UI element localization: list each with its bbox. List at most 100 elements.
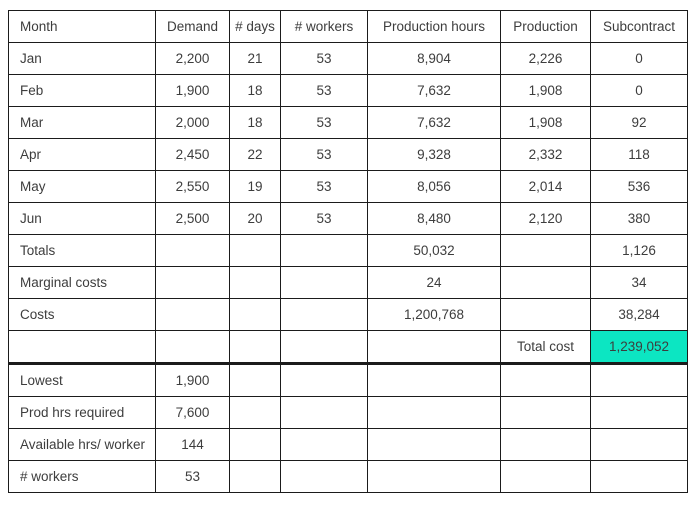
data-cell: 7,600 — [155, 396, 230, 429]
table-row-totals: Totals 50,032 1,126 — [8, 234, 688, 267]
data-cell — [500, 428, 591, 461]
row-label-cell: Apr — [8, 138, 156, 171]
table-row-lowest: Lowest 1,900 — [8, 363, 688, 397]
data-cell: 53 — [280, 106, 368, 139]
row-label-cell: Jun — [8, 202, 156, 235]
data-cell: 1,908 — [500, 74, 591, 107]
data-cell: 24 — [367, 266, 501, 299]
data-cell: 38,284 — [590, 298, 688, 331]
header-row: Month Demand # days # workers Production hou… — [8, 10, 688, 43]
production-plan-table: Month Demand # days # workers Production hou… — [8, 10, 688, 493]
column-header-subcontract: Subcontract — [590, 10, 688, 43]
data-cell: 144 — [155, 428, 230, 461]
data-cell: 8,480 — [367, 202, 501, 235]
data-cell — [367, 460, 501, 493]
data-cell: 0 — [590, 42, 688, 75]
data-cell — [280, 396, 368, 429]
data-cell — [500, 234, 591, 267]
data-cell — [367, 396, 501, 429]
data-cell: 118 — [590, 138, 688, 171]
data-cell: 8,056 — [367, 170, 501, 203]
data-cell — [229, 234, 281, 267]
row-label-cell: Mar — [8, 106, 156, 139]
total-cost-value-cell: 1,239,052 — [590, 330, 688, 365]
data-cell: 53 — [280, 170, 368, 203]
table-row-total-cost: Total cost 1,239,052 — [8, 330, 688, 365]
row-label-cell: Feb — [8, 74, 156, 107]
row-label-cell: Marginal costs — [8, 266, 156, 299]
data-cell: 2,450 — [155, 138, 230, 171]
data-cell: 18 — [229, 106, 281, 139]
data-cell: 536 — [590, 170, 688, 203]
table-row-apr: Apr 2,450 22 53 9,328 2,332 118 — [8, 138, 688, 171]
data-cell — [229, 396, 281, 429]
data-cell — [280, 460, 368, 493]
table-row-available-hrs-worker: Available hrs/ worker 144 — [8, 428, 688, 461]
data-cell: 18 — [229, 74, 281, 107]
data-cell — [229, 428, 281, 461]
row-label-cell: # workers — [8, 460, 156, 493]
production-plan-table-wrap: Month Demand # days # workers Production hou… — [8, 10, 688, 493]
row-label-cell — [8, 330, 156, 365]
data-cell: 53 — [155, 460, 230, 493]
data-cell: 34 — [590, 266, 688, 299]
data-cell — [367, 363, 501, 397]
data-cell — [280, 363, 368, 397]
table-row-jun: Jun 2,500 20 53 8,480 2,120 380 — [8, 202, 688, 235]
row-label-cell: Lowest — [8, 363, 156, 397]
data-cell — [280, 428, 368, 461]
table-row-may: May 2,550 19 53 8,056 2,014 536 — [8, 170, 688, 203]
data-cell: 2,550 — [155, 170, 230, 203]
data-cell: 50,032 — [367, 234, 501, 267]
data-cell: 22 — [229, 138, 281, 171]
data-cell — [590, 460, 688, 493]
data-cell: 92 — [590, 106, 688, 139]
data-cell — [229, 460, 281, 493]
table-row-workers: # workers 53 — [8, 460, 688, 493]
data-cell — [590, 396, 688, 429]
data-cell — [500, 396, 591, 429]
column-header-days: # days — [229, 10, 281, 43]
data-cell: 53 — [280, 138, 368, 171]
data-cell: 2,226 — [500, 42, 591, 75]
data-cell — [155, 266, 230, 299]
data-cell: 7,632 — [367, 106, 501, 139]
data-cell: 2,000 — [155, 106, 230, 139]
data-cell — [155, 330, 230, 365]
row-label-cell: May — [8, 170, 156, 203]
table-body: Jan 2,200 21 53 8,904 2,226 0 Feb 1,900 18 53 7,632… — [8, 42, 688, 493]
data-cell: 9,328 — [367, 138, 501, 171]
data-cell — [367, 330, 501, 365]
data-cell: 20 — [229, 202, 281, 235]
data-cell: 19 — [229, 170, 281, 203]
data-cell: 2,500 — [155, 202, 230, 235]
column-header-demand: Demand — [155, 10, 230, 43]
data-cell: 21 — [229, 42, 281, 75]
data-cell — [280, 234, 368, 267]
data-cell: 53 — [280, 202, 368, 235]
data-cell: 53 — [280, 42, 368, 75]
row-label-cell: Totals — [8, 234, 156, 267]
data-cell: 53 — [280, 74, 368, 107]
data-cell — [229, 363, 281, 397]
column-header-month: Month — [8, 10, 156, 43]
data-cell: 380 — [590, 202, 688, 235]
data-cell — [500, 298, 591, 331]
data-cell — [590, 363, 688, 397]
table-row-marginal-costs: Marginal costs 24 34 — [8, 266, 688, 299]
data-cell: 2,120 — [500, 202, 591, 235]
data-cell — [500, 266, 591, 299]
data-cell — [229, 330, 281, 365]
table-row-prod-hrs-required: Prod hrs required 7,600 — [8, 396, 688, 429]
row-label-cell: Jan — [8, 42, 156, 75]
data-cell — [500, 363, 591, 397]
row-label-cell: Available hrs/ worker — [8, 428, 156, 461]
data-cell: Total cost — [500, 330, 591, 365]
data-cell: 0 — [590, 74, 688, 107]
data-cell — [280, 330, 368, 365]
column-header-production: Production — [500, 10, 591, 43]
data-cell: 1,200,768 — [367, 298, 501, 331]
data-cell: 8,904 — [367, 42, 501, 75]
column-header-workers: # workers — [280, 10, 368, 43]
